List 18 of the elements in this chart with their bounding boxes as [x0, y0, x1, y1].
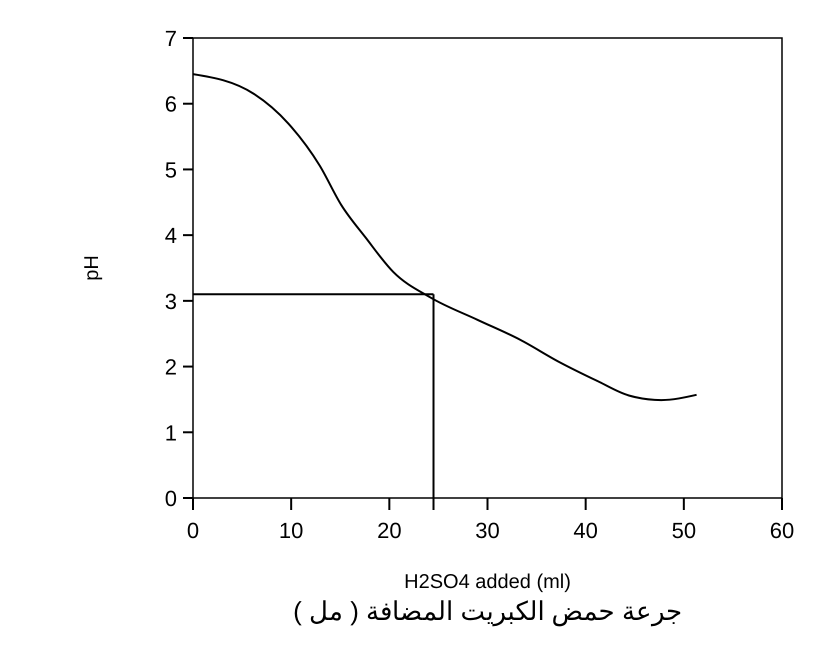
y-tick-label: 4 [164, 223, 177, 248]
y-axis-title: pH [81, 255, 103, 281]
y-tick-label: 1 [164, 420, 177, 446]
y-tick-label: 2 [164, 354, 177, 380]
y-tick-label: 7 [164, 26, 177, 51]
x-tick-label: 50 [672, 518, 696, 543]
text: جرعة حمض الكبريت المضافة ( مل ) [293, 596, 682, 627]
x-tick-label: 0 [186, 518, 200, 543]
y-tick-label: 3 [164, 288, 177, 314]
x-tick-label: 10 [278, 518, 304, 543]
x-axis-title: H2SO4 added (ml) [404, 571, 571, 593]
x-tick-label: 40 [573, 518, 598, 543]
y-tick-label: 0 [164, 486, 177, 511]
x-tick-label: 30 [475, 518, 500, 543]
y-tick-label: 5 [164, 157, 177, 182]
x-tick-label: 60 [770, 518, 794, 543]
x-tick-label: 20 [377, 518, 402, 543]
y-tick-label: 6 [164, 92, 177, 117]
